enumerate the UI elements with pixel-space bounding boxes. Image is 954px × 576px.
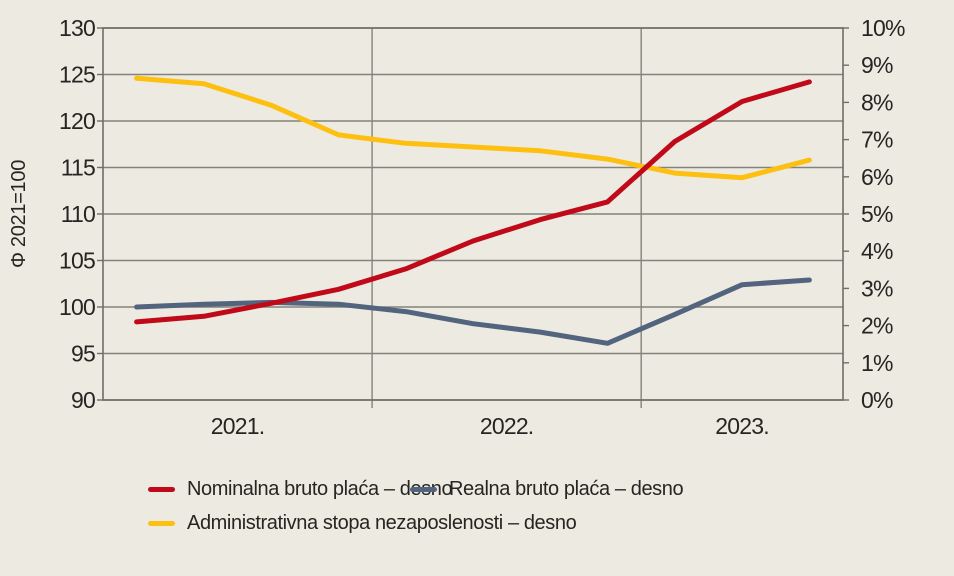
right-axis-tick-label: 8%: [861, 89, 893, 115]
x-axis-year-label: 2023.: [715, 413, 769, 439]
left-axis-tick-label: 95: [71, 341, 95, 367]
left-axis-tick-label: 105: [59, 248, 95, 274]
right-axis-tick-label: 7%: [861, 127, 893, 153]
legend-item-nominalna: Nominalna bruto plaća – desno: [148, 478, 453, 500]
x-axis-year-label: 2021.: [211, 413, 265, 439]
legend-swatch-nominalna: [148, 486, 175, 492]
legend-swatch-stopa-nezaposlenosti: [148, 520, 175, 526]
series-line-realna: [134, 277, 812, 346]
right-axis-tick-label: 10%: [861, 15, 905, 41]
legend-item-stopa-nezaposlenosti: Administrativna stopa nezaposlenosti – d…: [148, 512, 577, 534]
legend-item-realna: Realna bruto plaća – desno: [410, 478, 684, 500]
right-axis-tick-label: 3%: [861, 275, 893, 301]
y-axis-title: Φ 2021=100: [8, 160, 30, 268]
left-axis-tick-label: 130: [59, 15, 95, 41]
left-axis-tick-label: 90: [71, 387, 95, 413]
right-axis-tick-label: 4%: [861, 238, 893, 264]
left-axis-tick-label: 115: [61, 155, 95, 181]
series-line-administrativna: [134, 75, 812, 181]
right-axis-tick-label: 2%: [861, 313, 893, 339]
right-axis-tick-label: 6%: [861, 164, 893, 190]
legend-label-realna: Realna bruto plaća – desno: [449, 478, 684, 500]
legend-label-nominalna: Nominalna bruto plaća – desno: [187, 478, 453, 500]
left-axis-tick-label: 100: [59, 294, 95, 320]
right-axis-tick-label: 9%: [861, 52, 893, 78]
left-axis-tick-label: 125: [59, 62, 95, 88]
series-line-nominalna: [134, 79, 812, 325]
line-chart: 130 125 120 115 110 105 100 95 90 10% 9% 8% 7% 6% 5% 4%…: [8, 15, 906, 439]
right-axis-tick-label: 0%: [861, 387, 893, 413]
legend-label-stopa-nezaposlenosti: Administrativna stopa nezaposlenosti – d…: [187, 512, 577, 534]
left-axis-tick-label: 110: [61, 201, 95, 227]
legend-swatch-realna: [410, 486, 437, 492]
plot-border: [102, 27, 844, 401]
right-axis-tick-label: 1%: [861, 350, 893, 376]
left-axis-tick-label: 120: [59, 108, 95, 134]
x-axis-year-label: 2022.: [480, 413, 534, 439]
right-axis-tick-label: 5%: [861, 201, 893, 227]
